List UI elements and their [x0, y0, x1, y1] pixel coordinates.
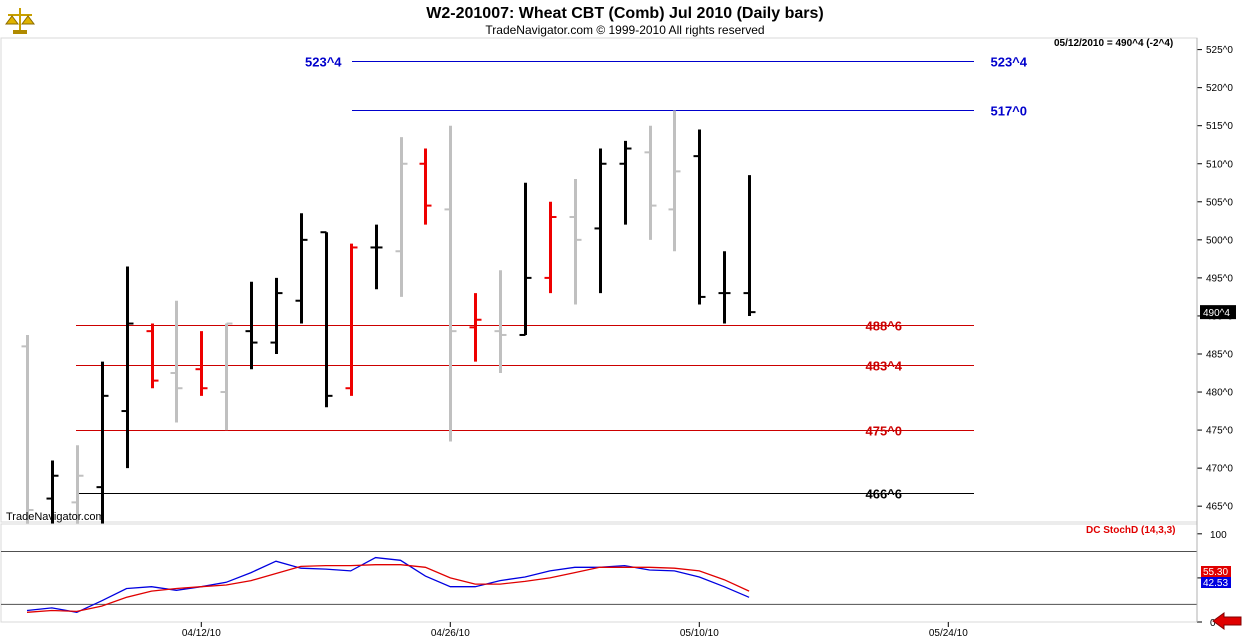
ohlc-bar	[494, 270, 507, 374]
level-label: 483^4	[865, 359, 902, 374]
price-panel: 523^4 523^4 517^0 488^6 483^4 475^0 466^6 525^…	[0, 37, 1236, 529]
price-axis-tick-label: 500^0	[1206, 235, 1233, 246]
price-bars	[21, 110, 756, 529]
back-arrow-icon[interactable]	[1212, 612, 1242, 630]
level-label: 488^6	[865, 319, 902, 334]
ohlc-bar	[444, 125, 457, 442]
ohlc-bar	[121, 266, 134, 469]
price-axis-tick-label: 515^0	[1206, 121, 1233, 132]
ohlc-bar	[644, 125, 657, 240]
ohlc-bar	[718, 251, 731, 324]
date-axis: 04/12/10 04/26/10 05/10/10 05/24/10	[182, 622, 968, 639]
price-axis-tick-label: 520^0	[1206, 83, 1233, 94]
stoch-series-line	[26, 556, 750, 613]
ohlc-bar	[594, 148, 607, 294]
price-axis-tick-label: 485^0	[1206, 349, 1233, 360]
ohlc-bar	[395, 137, 408, 297]
price-axis-tick-label: 470^0	[1206, 464, 1233, 475]
stoch-axis-tick-label: 0	[1210, 618, 1216, 629]
date-axis-tick-label: 05/10/10	[680, 628, 719, 639]
ohlc-bar	[220, 322, 233, 431]
stoch-value-box	[1201, 566, 1231, 577]
ohlc-bar	[569, 178, 582, 305]
date-axis-tick-label: 05/24/10	[929, 628, 968, 639]
ohlc-bar	[170, 300, 183, 423]
stoch-value-label: 55.30	[1203, 567, 1228, 578]
price-axis-tick-label: 510^0	[1206, 159, 1233, 170]
ohlc-bar	[146, 323, 159, 389]
ohlc-bar	[743, 175, 756, 316]
stoch-axis-tick-label: 100	[1210, 530, 1227, 541]
trade-navigator-logo-icon[interactable]	[4, 4, 36, 36]
ohlc-bar	[195, 331, 208, 396]
ohlc-bar	[96, 361, 109, 529]
stoch-reference-lines	[1, 550, 1197, 605]
ohlc-bar	[519, 182, 532, 336]
ohlc-bar	[419, 148, 432, 225]
ohlc-bar	[71, 445, 84, 529]
level-label-left: 523^4	[305, 55, 342, 70]
price-axis-tick-label: 495^0	[1206, 273, 1233, 284]
watermark: TradeNavigator.com	[6, 511, 105, 523]
ohlc-bar	[345, 243, 358, 396]
level-label: 517^0	[990, 104, 1027, 119]
ohlc-bar	[370, 224, 383, 290]
ohlc-bar	[245, 281, 258, 370]
price-axis-tick-label: 465^0	[1206, 502, 1233, 513]
level-label: 475^0	[865, 424, 902, 439]
date-axis-tick-label: 04/26/10	[431, 628, 470, 639]
price-levels: 523^4 523^4 517^0 488^6 483^4 475^0 466^6	[76, 55, 1028, 502]
ohlc-bar	[469, 293, 482, 362]
chart-subtitle: TradeNavigator.com © 1999-2010 All right…	[485, 23, 765, 37]
ohlc-bar	[270, 277, 283, 354]
current-price-label: 490^4	[1203, 308, 1230, 319]
ohlc-bar	[295, 213, 308, 324]
stoch-value-label: 42.53	[1203, 578, 1228, 589]
stoch-lines	[26, 556, 750, 613]
price-axis-tick-label: 480^0	[1206, 388, 1233, 399]
price-axis-tick-label: 475^0	[1206, 426, 1233, 437]
current-price-marker	[1200, 305, 1236, 320]
level-label: 466^6	[865, 487, 902, 502]
stoch-plot-area	[0, 523, 1198, 623]
price-axis-tick-label: 525^0	[1206, 45, 1233, 56]
level-label: 523^4	[990, 55, 1027, 70]
price-axis-tick-label: 505^0	[1206, 197, 1233, 208]
ohlc-bar	[693, 129, 706, 305]
chart-title: W2-201007: Wheat CBT (Comb) Jul 2010 (Da…	[426, 5, 824, 22]
date-axis-tick-label: 04/12/10	[182, 628, 221, 639]
last-quote: 05/12/2010 = 490^4 (-2^4)	[1054, 38, 1174, 49]
stoch-indicator-label: DC StochD (14,3,3)	[1086, 525, 1176, 536]
stoch-value-box	[1201, 577, 1231, 588]
ohlc-bar	[21, 334, 34, 529]
price-axis: 525^0520^0515^0510^0505^0500^0495^0490^0…	[1197, 45, 1236, 513]
ohlc-bar	[668, 110, 681, 252]
ohlc-bar	[320, 231, 333, 408]
ohlc-bar	[46, 460, 59, 529]
ohlc-bar	[544, 201, 557, 294]
stoch-series-line	[26, 564, 750, 613]
ohlc-bar	[619, 140, 632, 225]
